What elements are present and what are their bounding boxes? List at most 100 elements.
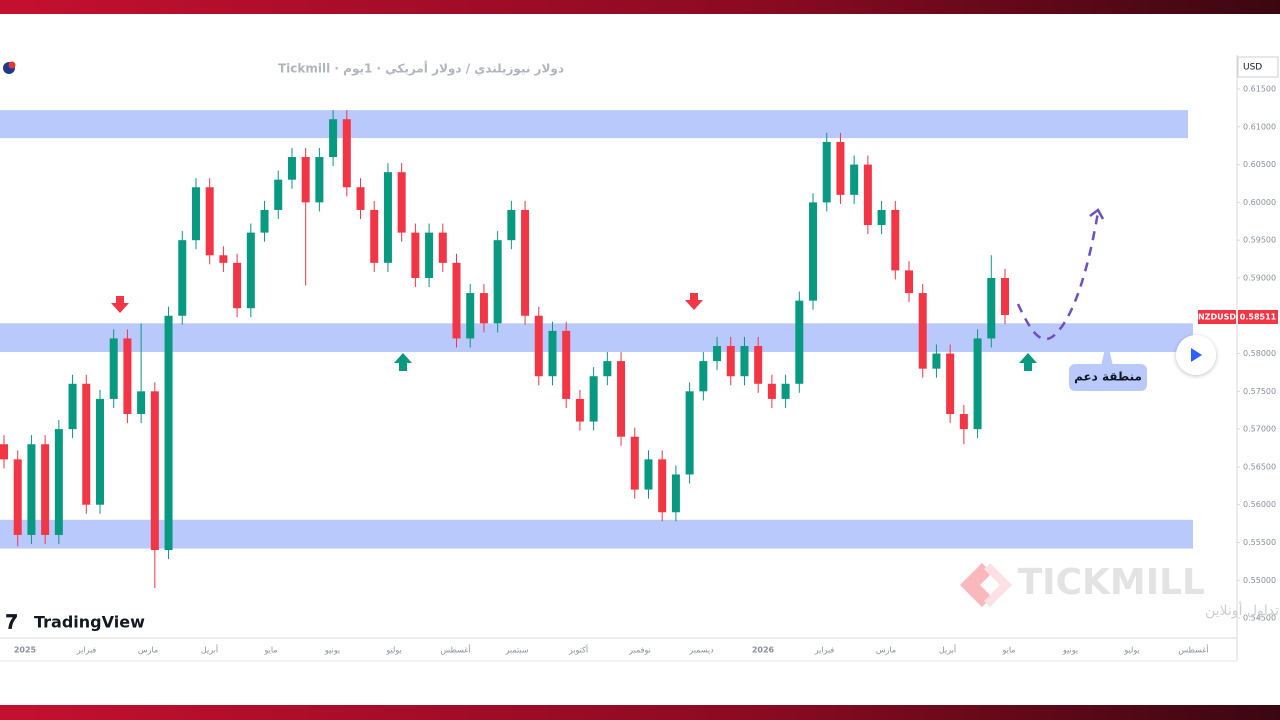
candle-body	[589, 376, 598, 422]
candle-body	[54, 429, 63, 535]
candle-body	[164, 315, 173, 551]
x-tick-label: نوفمبر	[628, 646, 651, 655]
candle-body	[891, 209, 900, 271]
candle-body	[548, 330, 557, 377]
x-tick-label: مايو	[1001, 646, 1015, 655]
candle-body	[342, 119, 351, 188]
candle-body	[713, 345, 722, 362]
candle-body	[479, 293, 488, 324]
candle-body	[918, 293, 927, 369]
candle-body	[233, 262, 242, 309]
watermark-sub: تداول أونلاين	[1205, 601, 1279, 619]
candle-body	[863, 164, 872, 226]
candle-body	[699, 361, 708, 392]
candle-body	[205, 187, 214, 256]
candle-body	[781, 383, 790, 399]
candle-body	[987, 277, 996, 339]
currency-box	[1237, 56, 1279, 78]
candle-body	[603, 361, 612, 377]
candle-body	[452, 262, 461, 339]
support-resistance-zone	[0, 110, 1188, 139]
candle-body	[438, 232, 447, 263]
candles	[0, 110, 1009, 588]
candle-body	[575, 398, 584, 422]
projection-arrowhead	[1089, 208, 1105, 220]
down-arrow	[685, 293, 703, 310]
brand: TradingView	[34, 613, 145, 632]
candle-body	[493, 240, 502, 324]
candle-body	[521, 209, 530, 316]
candle-body	[0, 444, 8, 460]
y-tick-label: 0.58000	[1243, 349, 1276, 358]
y-tick-label: 0.57500	[1243, 387, 1276, 396]
candle-body	[850, 164, 859, 195]
candle-body	[822, 141, 831, 203]
candle-body	[685, 391, 694, 475]
candle-body	[260, 209, 269, 233]
y-tick-label: 0.56500	[1243, 462, 1276, 471]
price-tag	[1238, 310, 1278, 324]
flag-icon-part	[8, 61, 16, 69]
chart-header: دولار نيوزيلندي / دولار أمريكي · 1يوم · …	[278, 61, 564, 77]
candle-body	[191, 187, 200, 241]
x-tick-label: ديسمبر	[688, 646, 714, 655]
x-tick-label: أبريل	[201, 645, 218, 655]
candle-body	[370, 209, 379, 263]
watermark-logo	[960, 563, 1012, 607]
x-tick-label: فبراير	[76, 646, 97, 655]
x-tick-label: أغسطس	[1178, 645, 1208, 655]
watermark: TICKMILL	[1018, 562, 1205, 603]
arrows	[111, 293, 1037, 371]
y-tick-label: 0.59000	[1243, 273, 1276, 282]
candle-body	[246, 232, 255, 309]
candle-body	[562, 330, 571, 399]
candle-body	[356, 187, 365, 210]
y-tick-label: 0.55000	[1243, 576, 1276, 585]
callout-pointer	[1101, 340, 1113, 366]
x-tick-label: فبراير	[814, 646, 835, 655]
candle-body	[795, 300, 804, 384]
candle-body	[301, 157, 310, 203]
candle-body	[150, 391, 159, 551]
candle-body	[82, 383, 91, 505]
x-tick-label: أغسطس	[440, 645, 470, 655]
candle-body	[329, 119, 338, 158]
symbol-text: NZDUSD	[1198, 313, 1236, 322]
candle-body	[109, 338, 118, 399]
candle-body	[425, 232, 434, 278]
price-text: 0.58511	[1240, 313, 1277, 322]
candle-body	[932, 353, 941, 369]
bottom-bar	[0, 705, 1280, 720]
y-tick-label: 0.61000	[1243, 122, 1276, 131]
candle-body	[809, 202, 818, 301]
callout	[1069, 364, 1147, 391]
candle-body	[946, 353, 955, 415]
x-tick-label: مارس	[138, 646, 158, 655]
y-tick-label: 0.59500	[1243, 236, 1276, 245]
down-arrow	[111, 296, 129, 313]
support-resistance-zone	[0, 519, 1193, 549]
x-tick-label: أكتوبر	[568, 645, 588, 655]
candle-body	[383, 172, 392, 263]
y-tick-label: 0.56000	[1243, 500, 1276, 509]
candle-body	[507, 209, 516, 241]
candle-body	[905, 270, 914, 294]
candle-body	[534, 315, 543, 377]
candle-body	[740, 345, 749, 377]
candle-body	[41, 444, 50, 535]
x-tick-label: يونيو	[324, 646, 340, 655]
brand-logo: 𝟕	[6, 610, 17, 634]
support-resistance-zone	[0, 323, 1193, 353]
candle-body	[877, 209, 886, 226]
x-tick-label: سبتمبر	[505, 646, 529, 655]
candle-body	[644, 459, 653, 490]
candle-body	[836, 141, 845, 195]
y-tick-label: 0.60500	[1243, 160, 1276, 169]
candle-body	[13, 459, 22, 535]
candle-body	[274, 179, 283, 210]
candle-body	[397, 172, 406, 233]
up-arrow	[1019, 353, 1037, 371]
candle-body	[671, 474, 680, 513]
candle-body	[137, 391, 146, 415]
